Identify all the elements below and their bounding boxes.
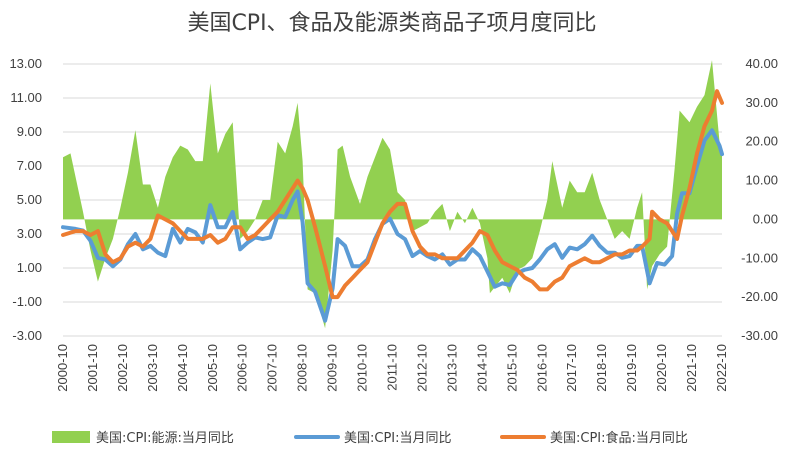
left-tick-label: 13.00: [9, 56, 42, 71]
right-tick-label: 20.00: [745, 134, 778, 149]
left-tick-label: 7.00: [17, 158, 42, 173]
x-tick-label: 2016-10: [534, 344, 549, 392]
x-tick-label: 2020-10: [654, 344, 669, 392]
x-tick-label: 2009-10: [325, 344, 340, 392]
x-tick-label: 2018-10: [594, 344, 609, 392]
legend-label: 美国:CPI:当月同比: [344, 431, 452, 446]
left-tick-label: 9.00: [17, 124, 42, 139]
right-tick-label: 10.00: [745, 173, 778, 188]
energy-area: [63, 60, 722, 329]
x-tick-label: 2003-10: [145, 344, 160, 392]
x-tick-label: 2005-10: [205, 344, 220, 392]
left-axis-ticks: -3.00 -1.00 1.00 3.00 5.00 7.00 9.00 11.00 13.00: [9, 56, 42, 343]
x-tick-label: 2017-10: [564, 344, 579, 392]
right-tick-label: 40.00: [745, 56, 778, 71]
right-tick-label: 0.00: [753, 211, 778, 226]
x-tick-label: 2019-10: [624, 344, 639, 392]
x-tick-label: 2006-10: [235, 344, 250, 392]
cpi-line: [61, 128, 724, 323]
x-tick-label: 2007-10: [265, 344, 280, 392]
x-tick-label: 2013-10: [444, 344, 459, 392]
food-line: [61, 89, 724, 300]
right-tick-label: -20.00: [741, 289, 778, 304]
x-tick-label: 2004-10: [175, 344, 190, 392]
right-tick-label: 30.00: [745, 95, 778, 110]
energy-area-layer: [63, 60, 722, 329]
left-tick-label: -3.00: [12, 328, 42, 343]
left-tick-label: -1.00: [12, 294, 42, 309]
legend: 美国:CPI:能源:当月同比 美国:CPI:当月同比 美国:CPI:食品:当月同比: [52, 430, 688, 446]
x-tick-label: 2010-10: [355, 344, 370, 392]
x-tick-label: 2015-10: [504, 344, 519, 392]
legend-swatch-energy: [52, 431, 90, 443]
left-tick-label: 5.00: [17, 192, 42, 207]
legend-label: 美国:CPI:能源:当月同比: [96, 431, 234, 446]
left-tick-label: 3.00: [17, 226, 42, 241]
right-axis-ticks: -30.00 -20.00 -10.00 0.00 10.00 20.00 30.00 40.…: [741, 56, 778, 343]
left-tick-label: 1.00: [17, 260, 42, 275]
x-axis-ticks: 2000-10 2001-10 2002-10 2003-10 2004-10 2005-…: [55, 344, 729, 392]
x-tick-label: 2022-10: [714, 344, 729, 392]
right-tick-label: -10.00: [741, 250, 778, 265]
x-tick-label: 2008-10: [295, 344, 310, 392]
left-tick-label: 11.00: [10, 90, 42, 105]
x-tick-label: 2000-10: [55, 344, 70, 392]
x-tick-label: 2011-10: [385, 344, 400, 391]
line-layer: [61, 89, 724, 323]
x-tick-label: 2021-10: [684, 344, 699, 392]
chart-title: 美国CPI、食品及能源类商品子项月度同比: [187, 11, 596, 36]
x-tick-label: 2014-10: [474, 344, 489, 392]
x-tick-label: 2001-10: [85, 344, 100, 392]
legend-label: 美国:CPI:食品:当月同比: [550, 430, 688, 446]
x-tick-label: 2002-10: [115, 344, 130, 392]
right-tick-label: -30.00: [741, 328, 778, 343]
x-tick-label: 2012-10: [414, 344, 429, 392]
